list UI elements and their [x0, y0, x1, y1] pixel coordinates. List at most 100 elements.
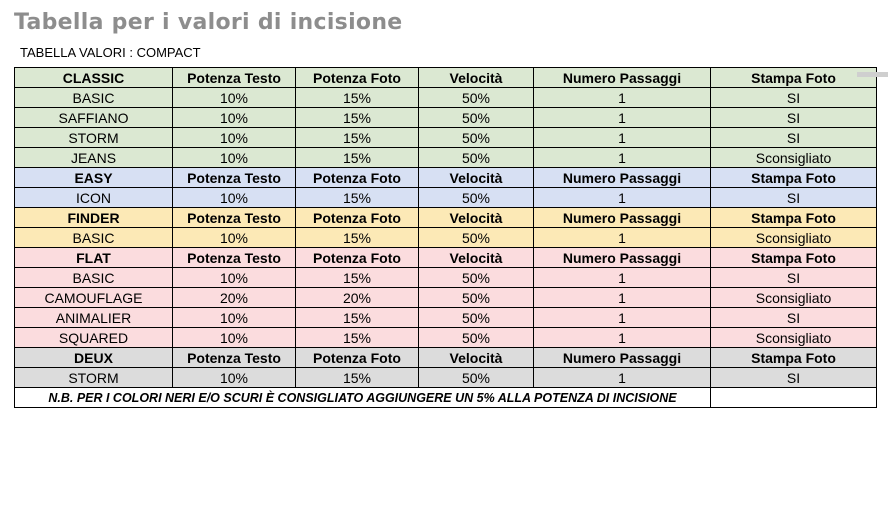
column-header-cell: Potenza Testo — [172, 247, 296, 268]
value-cell: Sconsigliato — [710, 227, 877, 248]
table-row: BASIC 10% 15% 50% 1 Sconsigliato — [14, 227, 877, 248]
value-cell: 10% — [172, 267, 296, 288]
values-table: CLASSIC Potenza Testo Potenza Foto Velocità… — [14, 67, 877, 408]
value-cell: 50% — [418, 87, 534, 108]
column-header-cell: Velocità — [418, 207, 534, 228]
column-header-cell: Velocità — [418, 167, 534, 188]
model-name-cell: STORM — [14, 367, 173, 388]
column-header-cell: Potenza Testo — [172, 67, 296, 88]
column-header-cell: Potenza Foto — [295, 167, 419, 188]
value-cell: Sconsigliato — [710, 147, 877, 168]
column-header-cell: Potenza Foto — [295, 207, 419, 228]
value-cell: SI — [710, 307, 877, 328]
value-cell: 10% — [172, 227, 296, 248]
value-cell: SI — [710, 87, 877, 108]
value-cell: 15% — [295, 367, 419, 388]
value-cell: 10% — [172, 87, 296, 108]
value-cell: 15% — [295, 227, 419, 248]
model-name-cell: CAMOUFLAGE — [14, 287, 173, 308]
value-cell: SI — [710, 127, 877, 148]
value-cell: 10% — [172, 107, 296, 128]
table-row: CAMOUFLAGE 20% 20% 50% 1 Sconsigliato — [14, 287, 877, 308]
model-name-cell: SAFFIANO — [14, 107, 173, 128]
page-title: Tabella per i valori di incisione — [14, 10, 403, 35]
value-cell: SI — [710, 367, 877, 388]
value-cell: 1 — [533, 267, 711, 288]
model-name-cell: JEANS — [14, 147, 173, 168]
section-header-row: FINDER Potenza Testo Potenza Foto Velocità N… — [14, 207, 877, 228]
value-cell: Sconsigliato — [710, 327, 877, 348]
value-cell: 1 — [533, 127, 711, 148]
table-row: JEANS 10% 15% 50% 1 Sconsigliato — [14, 147, 877, 168]
value-cell: 10% — [172, 187, 296, 208]
column-header-cell: Potenza Foto — [295, 347, 419, 368]
value-cell: 50% — [418, 147, 534, 168]
section-name-cell: FLAT — [14, 247, 173, 268]
value-cell: 1 — [533, 367, 711, 388]
value-cell: 50% — [418, 107, 534, 128]
footer-empty-cell — [710, 387, 877, 408]
value-cell: Sconsigliato — [710, 287, 877, 308]
column-header-cell: Numero Passaggi — [533, 67, 711, 88]
value-cell: 50% — [418, 227, 534, 248]
value-cell: 20% — [172, 287, 296, 308]
section-header-row: DEUX Potenza Testo Potenza Foto Velocità Num… — [14, 347, 877, 368]
value-cell: 10% — [172, 327, 296, 348]
value-cell: 1 — [533, 307, 711, 328]
value-cell: 1 — [533, 87, 711, 108]
column-header-cell: Potenza Testo — [172, 347, 296, 368]
section-header-row: EASY Potenza Testo Potenza Foto Velocità Num… — [14, 167, 877, 188]
value-cell: 10% — [172, 367, 296, 388]
value-cell: 15% — [295, 107, 419, 128]
footer-note-row: N.B. PER I COLORI NERI E/O SCURI È CONSI… — [14, 387, 877, 408]
value-cell: 10% — [172, 307, 296, 328]
values-table-body: CLASSIC Potenza Testo Potenza Foto Velocità… — [14, 67, 877, 408]
column-header-cell: Numero Passaggi — [533, 167, 711, 188]
value-cell: 50% — [418, 127, 534, 148]
model-name-cell: ICON — [14, 187, 173, 208]
value-cell: 15% — [295, 147, 419, 168]
value-cell: 1 — [533, 187, 711, 208]
model-name-cell: STORM — [14, 127, 173, 148]
value-cell: 50% — [418, 367, 534, 388]
model-name-cell: BASIC — [14, 227, 173, 248]
column-header-cell: Velocità — [418, 67, 534, 88]
column-header-cell: Numero Passaggi — [533, 347, 711, 368]
column-header-cell: Potenza Foto — [295, 67, 419, 88]
column-header-cell: Potenza Foto — [295, 247, 419, 268]
value-cell: 1 — [533, 147, 711, 168]
page-subtitle: TABELLA VALORI : COMPACT — [20, 45, 201, 60]
column-header-cell: Potenza Testo — [172, 207, 296, 228]
table-row: SAFFIANO 10% 15% 50% 1 SI — [14, 107, 877, 128]
table-row: ICON 10% 15% 50% 1 SI — [14, 187, 877, 208]
value-cell: 10% — [172, 127, 296, 148]
value-cell: 50% — [418, 307, 534, 328]
value-cell: SI — [710, 187, 877, 208]
column-header-cell: Numero Passaggi — [533, 207, 711, 228]
value-cell: 50% — [418, 327, 534, 348]
scrollbar-remnant — [857, 72, 888, 77]
model-name-cell: BASIC — [14, 87, 173, 108]
table-row: STORM 10% 15% 50% 1 SI — [14, 367, 877, 388]
table-row: BASIC 10% 15% 50% 1 SI — [14, 87, 877, 108]
value-cell: 1 — [533, 227, 711, 248]
column-header-cell: Velocità — [418, 247, 534, 268]
model-name-cell: SQUARED — [14, 327, 173, 348]
value-cell: SI — [710, 267, 877, 288]
column-header-cell: Stampa Foto — [710, 167, 877, 188]
value-cell: 50% — [418, 287, 534, 308]
value-cell: 15% — [295, 307, 419, 328]
model-name-cell: ANIMALIER — [14, 307, 173, 328]
section-name-cell: DEUX — [14, 347, 173, 368]
table-row: STORM 10% 15% 50% 1 SI — [14, 127, 877, 148]
section-name-cell: CLASSIC — [14, 67, 173, 88]
column-header-cell: Stampa Foto — [710, 67, 877, 88]
table-row: ANIMALIER 10% 15% 50% 1 SI — [14, 307, 877, 328]
section-header-row: FLAT Potenza Testo Potenza Foto Velocità Num… — [14, 247, 877, 268]
value-cell: 20% — [295, 287, 419, 308]
column-header-cell: Potenza Testo — [172, 167, 296, 188]
footer-note-cell: N.B. PER I COLORI NERI E/O SCURI È CONSI… — [14, 387, 711, 408]
section-name-cell: FINDER — [14, 207, 173, 228]
section-header-row: CLASSIC Potenza Testo Potenza Foto Velocità… — [14, 67, 877, 88]
section-name-cell: EASY — [14, 167, 173, 188]
